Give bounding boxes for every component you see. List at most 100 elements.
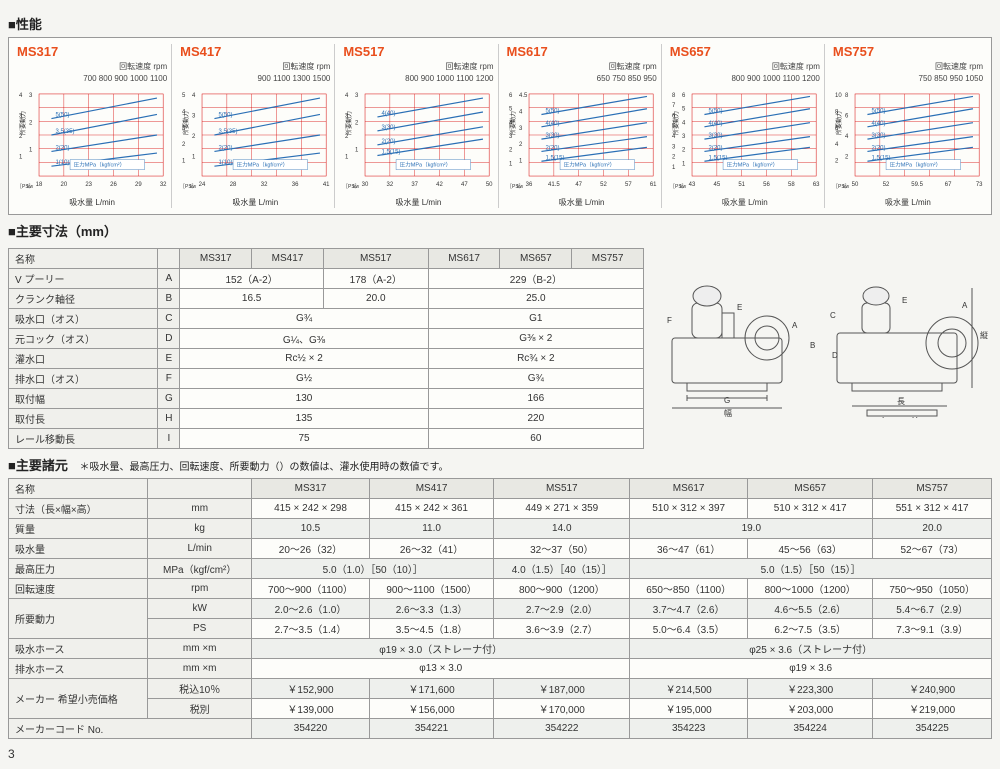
svg-text:所要動力: 所要動力 [345,111,353,135]
dims-title: ■主要寸法（mm） [8,221,992,240]
svg-text:B: B [810,341,815,350]
svg-text:F: F [667,316,672,325]
x-axis-label: 吸水量 L/min [180,197,330,208]
svg-text:圧力MPa（kgf/cm²）: 圧力MPa（kgf/cm²） [890,161,941,169]
svg-text:18: 18 [36,182,43,188]
specs-rowlabel: 最高圧力 [9,559,148,579]
svg-text:kw: kw [680,184,687,190]
dims-cell: MS417 [252,249,324,269]
dims-cell: Rc½ × 2 [180,349,428,369]
specs-rowlabel: 質量 [9,519,148,539]
svg-text:57: 57 [625,182,632,188]
specs-cell: 2.7～2.9（2.0） [494,599,630,619]
svg-text:51: 51 [738,182,745,188]
svg-text:47: 47 [575,182,582,188]
svg-text:29: 29 [135,182,142,188]
specs-cell: 7.3～9.1（3.9） [873,619,992,639]
dims-cell: 20.0 [323,289,428,309]
svg-text:2(20): 2(20) [382,139,396,145]
specs-unit: mm ×m [148,659,252,679]
specs-cell: 650～850（1100） [630,579,748,599]
dims-cell: 60 [428,429,643,449]
specs-cell: 2.6～3.3（1.3） [369,599,493,619]
svg-text:所要動力: 所要動力 [509,111,517,135]
specs-note: ＊吸水量、最高圧力、回転速度、所要動力（）の数値は、灌水使用時の数値です。 [79,462,448,473]
svg-text:1: 1 [19,155,23,161]
svg-text:圧力MPa（kgf/cm²）: 圧力MPa（kgf/cm²） [563,161,614,169]
svg-text:63: 63 [813,182,820,188]
specs-cell: 20～26（32） [252,539,370,559]
svg-text:10: 10 [835,93,842,99]
dims-cell: 16.5 [180,289,324,309]
svg-text:4(40): 4(40) [871,121,885,127]
specs-cell: 354221 [369,719,493,739]
dims-rowlabel: クランク軸径 [9,289,158,309]
svg-text:5: 5 [182,93,186,99]
rpm-label: 回転速度 rpm [670,61,820,72]
svg-text:kw: kw [517,184,524,190]
specs-head: MS617 [630,479,748,499]
chart-MS757: MS757回転速度 rpm750 850 950 10502468102468［… [829,44,987,208]
svg-text:3: 3 [355,93,359,99]
rpm-label: 回転速度 rpm [833,61,983,72]
svg-text:2: 2 [845,155,849,161]
specs-rowlabel: 排水ホース [9,659,148,679]
specs-cell: 354223 [630,719,748,739]
svg-text:56: 56 [763,182,770,188]
specs-cell: 900～1100（1500） [369,579,493,599]
specs-cell: ￥156,000 [369,699,493,719]
dims-cell: 130 [180,389,428,409]
specs-cell: 354222 [494,719,630,739]
specs-cell: φ19 × 3.6 [630,659,992,679]
chart-MS317: MS317回転速度 rpm700 800 900 1000 1100123412… [13,44,172,208]
svg-text:所要動力: 所要動力 [182,111,190,135]
svg-text:36: 36 [292,182,299,188]
specs-cell: φ19 × 3.0（ストレーナ付） [252,639,630,659]
rpm-label: 回転速度 rpm [507,61,657,72]
specs-cell: ￥171,600 [369,679,493,699]
specs-cell: 354224 [748,719,873,739]
charts-row: MS317回転速度 rpm700 800 900 1000 1100123412… [8,37,992,215]
perf-title: ■性能 [8,14,992,33]
svg-text:2(20): 2(20) [871,145,885,151]
specs-unit: kW [148,599,252,619]
x-axis-label: 吸水量 L/min [670,197,820,208]
specs-cell: 510 × 312 × 397 [630,499,748,519]
x-axis-label: 吸水量 L/min [833,197,983,208]
specs-cell: 52～67（73） [873,539,992,559]
x-axis-label: 吸水量 L/min [343,197,493,208]
perf-chart-svg: 12345612344.5［PS］kw所要動力5(50)4(40)3(30)2(… [507,85,657,195]
svg-text:1(10): 1(10) [219,160,233,166]
svg-text:1: 1 [672,165,676,171]
dims-cell: 135 [180,409,428,429]
svg-text:4: 4 [519,109,523,115]
svg-text:5: 5 [682,107,686,113]
specs-head [148,479,252,499]
specs-cell: 14.0 [494,519,630,539]
svg-text:kw: kw [353,184,360,190]
svg-text:50: 50 [486,182,493,188]
page-number: 3 [8,747,992,761]
specs-cell: φ25 × 3.6（ストレーナ付） [630,639,992,659]
specs-head: 名称 [9,479,148,499]
svg-text:41.5: 41.5 [548,182,560,188]
rpm-label: 回転速度 rpm [17,61,167,72]
svg-text:縦: 縦 [980,330,988,340]
dims-rowlabel: 名称 [9,249,158,269]
chart-title: MS517 [343,44,493,59]
svg-text:3: 3 [672,144,676,150]
specs-unit: MPa（kgf/cm²） [148,559,252,579]
dims-cell: 152（A-2） [180,269,324,289]
specs-cell: 354225 [873,719,992,739]
perf-chart-svg: 123451234［PS］kw所要動力5(50)3.5(35)2(20)1(10… [180,85,330,195]
svg-text:幅: 幅 [724,408,732,418]
svg-text:4(40): 4(40) [708,121,722,127]
specs-cell: 800～1000（1200） [748,579,873,599]
svg-text:58: 58 [788,182,795,188]
svg-text:28: 28 [230,182,237,188]
svg-text:D: D [832,351,838,360]
specs-cell: 415 × 242 × 361 [369,499,493,519]
specs-unit: 税別 [148,699,252,719]
svg-text:kw: kw [190,184,197,190]
svg-text:G: G [724,396,730,405]
